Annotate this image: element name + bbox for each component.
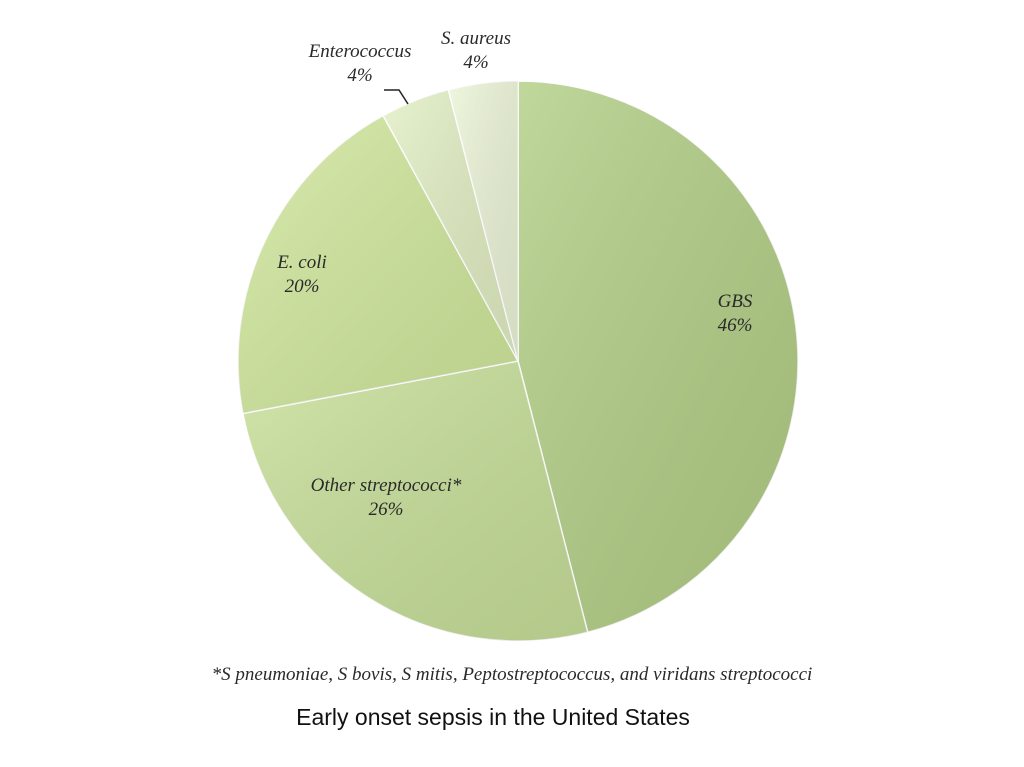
slice-value-label-e-coli: 20% xyxy=(285,276,320,297)
slice-label-gbs: GBS xyxy=(718,291,753,312)
footnote: *S pneumoniae, S bovis, S mitis, Peptost… xyxy=(211,664,813,685)
pie-slice-shading-enterococcus xyxy=(383,89,518,362)
pie-slice-shading-gbs xyxy=(518,81,798,633)
slice-label-other-streptococci: Other streptococci* xyxy=(311,475,462,496)
slice-value-label-enterococcus: 4% xyxy=(347,65,372,86)
pie-chart: GBS 46% Other streptococci* 26% E. coli 20% En… xyxy=(237,28,799,642)
pie-slice-shading-other-streptococci xyxy=(242,361,588,641)
pie-slice-shading-s-aureus xyxy=(448,81,518,361)
slice-label-enterococcus: Enterococcus xyxy=(308,41,412,62)
pie-slice-shading-e-coli xyxy=(237,115,519,414)
slice-label-e-coli: E. coli xyxy=(276,252,327,273)
slice-label-s-aureus: S. aureus xyxy=(441,28,511,49)
slice-value-label-other-streptococci: 26% xyxy=(369,499,404,520)
caption: Early onset sepsis in the United States xyxy=(296,704,690,730)
slice-value-label-gbs: 46% xyxy=(718,315,753,336)
enterococcus-leader-line xyxy=(384,89,409,105)
slice-value-label-s-aureus: 4% xyxy=(463,52,488,73)
